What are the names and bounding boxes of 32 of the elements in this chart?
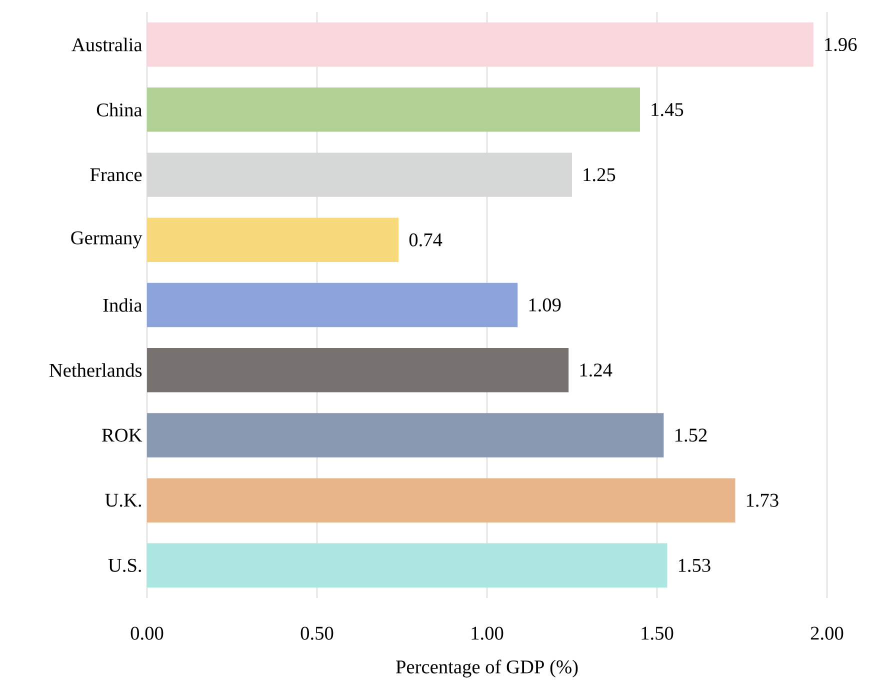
y-tick-label: India bbox=[103, 298, 142, 312]
y-tick-label: ROK bbox=[102, 428, 142, 442]
data-label: 0.74 bbox=[409, 233, 442, 246]
data-label: 1.52 bbox=[676, 428, 707, 442]
data-label: 1.09 bbox=[529, 298, 561, 312]
bar bbox=[147, 413, 664, 458]
x-tick-label: 0.50 bbox=[300, 626, 334, 640]
bar bbox=[147, 282, 518, 328]
bar bbox=[147, 218, 399, 262]
x-tick-label: 0.00 bbox=[130, 626, 164, 640]
y-tick-label: U.S. bbox=[108, 558, 142, 572]
bar bbox=[147, 348, 569, 392]
y-tick-label: U.K. bbox=[105, 494, 142, 507]
x-tick-label: 2.00 bbox=[810, 626, 844, 640]
data-label: 1.53 bbox=[678, 558, 710, 572]
y-tick-label: France bbox=[90, 168, 142, 182]
bar bbox=[147, 88, 640, 132]
x-tick-label: 1.50 bbox=[642, 626, 674, 640]
bar bbox=[147, 478, 736, 522]
data-label: 1.73 bbox=[746, 494, 778, 507]
x-axis-title: Percentage of GDP (%) bbox=[396, 660, 578, 678]
y-tick-label: Netherlands bbox=[49, 363, 142, 377]
data-label: 1.24 bbox=[580, 364, 612, 377]
y-tick-label: China bbox=[96, 102, 142, 116]
data-label: 1.96 bbox=[825, 38, 857, 52]
bar bbox=[147, 22, 814, 67]
data-label: 1.25 bbox=[584, 168, 616, 182]
y-tick-label: Australia bbox=[72, 38, 142, 52]
bar bbox=[147, 543, 668, 588]
x-tick-label: 1.00 bbox=[472, 626, 504, 640]
data-label: 1.45 bbox=[652, 103, 684, 116]
y-tick-label: Germany bbox=[71, 231, 142, 248]
